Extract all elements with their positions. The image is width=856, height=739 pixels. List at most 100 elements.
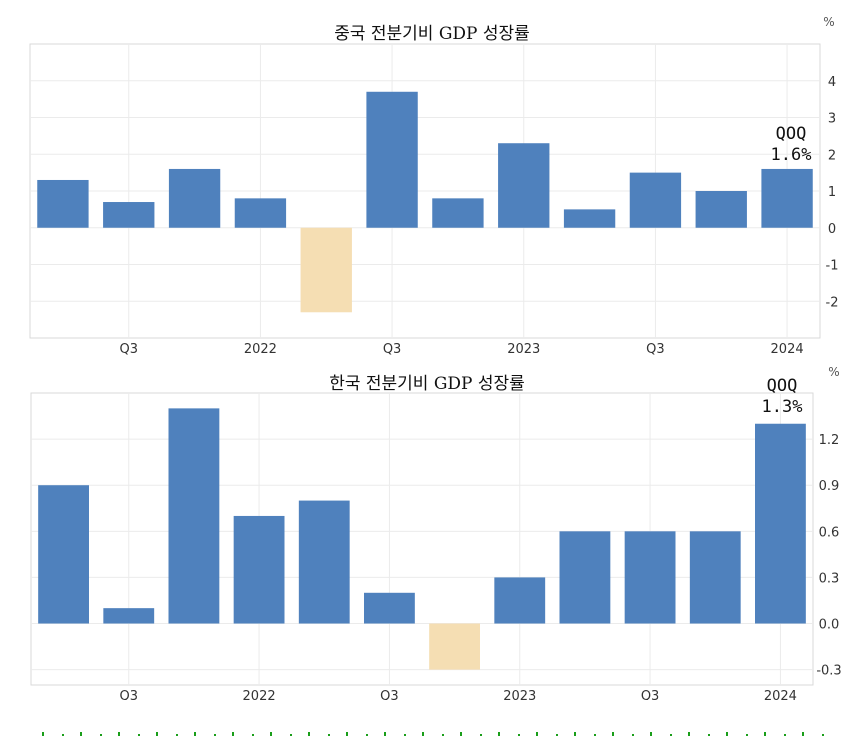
footer-dot	[556, 734, 558, 736]
bar	[629, 172, 682, 228]
footer-dot	[176, 734, 178, 736]
bar	[38, 485, 89, 624]
y-tick-label: 0.9	[819, 479, 840, 494]
bar	[559, 531, 611, 624]
bar	[364, 592, 415, 624]
bar	[168, 408, 220, 624]
y-unit-label: %	[823, 15, 834, 29]
footer-dot	[594, 734, 596, 736]
footer-dot	[328, 734, 330, 736]
footer-dot	[670, 734, 672, 736]
footer-dot	[536, 732, 538, 736]
bar	[429, 623, 480, 670]
footer-dot	[442, 734, 444, 736]
y-tick-label: -0.3	[816, 664, 841, 679]
china-gdp-chart: 중국 전분기비 GDP 성장률 % QOQ 1.6% 4 3 2 1 0 -1 -2 Q3 20…	[0, 0, 856, 360]
footer-dot	[498, 732, 500, 736]
footer-dot	[80, 732, 82, 736]
footer-dot	[574, 732, 576, 736]
footer-dot	[252, 734, 254, 736]
y-tick-label: 0.6	[819, 525, 840, 540]
korea-gdp-chart-svg: 한국 전분기비 GDP 성장률 % QOQ 1.3% 1.2 0.9 0.6 0.3 0…	[30, 365, 842, 704]
bar	[761, 168, 813, 228]
bar	[234, 198, 287, 228]
x-tick-label: 2022	[243, 689, 276, 700]
footer-dot	[290, 734, 292, 736]
y-tick-label: 0.0	[819, 618, 840, 633]
x-tick-label: 2024	[771, 342, 804, 357]
footer-dot	[802, 732, 804, 736]
x-tick-label: 2022	[244, 342, 277, 357]
x-tick-label: Q3	[646, 342, 665, 357]
bar	[366, 91, 418, 228]
y-tick-label: -1	[826, 259, 839, 274]
y-tick-label: -2	[826, 295, 839, 310]
y-unit-label: %	[828, 365, 839, 379]
footer-dots	[42, 732, 824, 736]
bar	[103, 608, 155, 624]
footer-dot	[62, 734, 64, 736]
x-tick-label: Q3	[119, 689, 138, 700]
qoq-label: QOQ	[776, 124, 807, 144]
y-tick-label: 3	[828, 112, 836, 127]
bar	[498, 143, 550, 228]
footer-dot	[822, 734, 824, 736]
bar	[168, 168, 221, 228]
y-tick-label: 2	[828, 148, 836, 163]
bar	[233, 515, 285, 624]
x-tick-label: Q3	[383, 342, 402, 357]
footer-dot	[384, 732, 386, 736]
china-gdp-chart-svg: 중국 전분기비 GDP 성장률 % QOQ 1.6% 4 3 2 1 0 -1 -2 Q3 20…	[29, 15, 839, 357]
footer-dot	[784, 734, 786, 736]
footer-dot	[612, 732, 614, 736]
qoq-label: QOQ	[767, 376, 798, 396]
bar	[494, 577, 546, 624]
chart-title: 한국 전분기비 GDP 성장률	[329, 374, 525, 394]
footer-dot	[194, 732, 196, 736]
footer-dot	[422, 732, 424, 736]
bar	[37, 179, 89, 228]
footer-dot	[404, 734, 406, 736]
footer-dot	[366, 734, 368, 736]
footer-dot	[726, 732, 728, 736]
footer-dot	[346, 732, 348, 736]
footer-dot	[480, 734, 482, 736]
footer-dot	[460, 732, 462, 736]
x-tick-label: Q3	[641, 689, 660, 700]
footer-dot	[138, 734, 140, 736]
y-tick-label: 1	[828, 185, 836, 200]
qoq-value-label: 1.3%	[762, 397, 803, 417]
x-tick-label: Q3	[380, 689, 399, 700]
x-tick-label: 2024	[764, 689, 797, 700]
footer-dot	[746, 734, 748, 736]
bar	[300, 227, 352, 313]
footer-dot	[100, 734, 102, 736]
x-tick-label: 2023	[507, 342, 540, 357]
bar	[755, 423, 806, 624]
korea-gdp-chart: 한국 전분기비 GDP 성장률 % QOQ 1.3% 1.2 0.9 0.6 0.3 0…	[0, 360, 856, 704]
footer-dot	[688, 732, 690, 736]
footer-dot	[118, 732, 120, 736]
footer-dot	[232, 732, 234, 736]
bar	[432, 198, 484, 228]
footer-dot	[650, 732, 652, 736]
bar	[695, 191, 747, 228]
y-tick-label: 4	[828, 75, 836, 90]
footer-dot	[632, 734, 634, 736]
footer-dot	[764, 732, 766, 736]
y-tick-label: 1.2	[819, 433, 840, 448]
footer-dot	[270, 732, 272, 736]
qoq-value-label: 1.6%	[771, 145, 812, 165]
footer-dot	[518, 734, 520, 736]
x-tick-label: 2023	[503, 689, 536, 700]
chart-title: 중국 전분기비 GDP 성장률	[334, 24, 530, 44]
plot-frame	[30, 392, 814, 686]
footer-dot	[308, 732, 310, 736]
footer-dot	[156, 732, 158, 736]
bar	[689, 531, 741, 624]
y-tick-label: 0	[828, 222, 836, 237]
footer-dot	[708, 734, 710, 736]
x-tick-label: Q3	[119, 342, 138, 357]
bar	[624, 531, 676, 624]
footer-dot	[214, 734, 216, 736]
